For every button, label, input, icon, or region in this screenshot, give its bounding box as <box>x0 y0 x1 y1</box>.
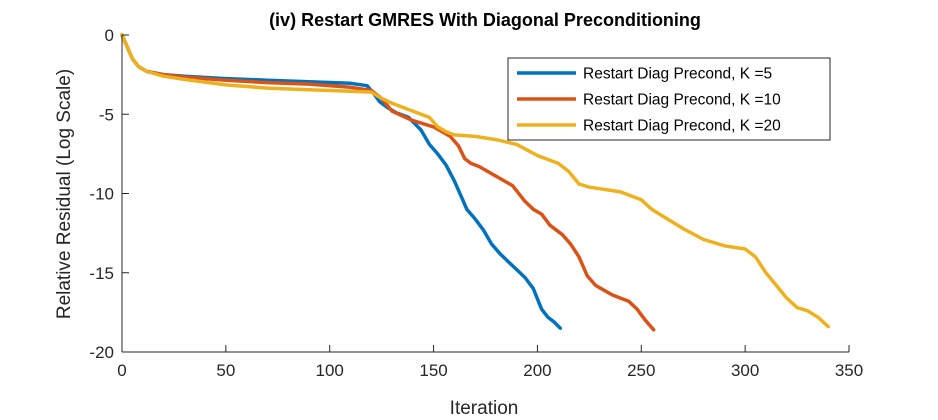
legend-label-3: Restart Diag Precond, K =20 <box>583 118 781 135</box>
x-tick-label: 150 <box>419 361 447 380</box>
y-tick-label: -20 <box>89 343 114 362</box>
x-tick-label: 300 <box>731 361 759 380</box>
x-tick-label: 350 <box>835 361 863 380</box>
x-tick-label: 100 <box>316 361 344 380</box>
legend: Restart Diag Precond, K =5 Restart Diag P… <box>507 57 831 141</box>
y-tick-label: 0 <box>105 26 114 45</box>
x-tick-label: 200 <box>523 361 551 380</box>
x-tick-label: 0 <box>117 361 126 380</box>
legend-label-2: Restart Diag Precond, K =10 <box>583 92 781 109</box>
x-tick-label: 250 <box>627 361 655 380</box>
series-line-3 <box>120 33 830 329</box>
y-tick-label: -10 <box>89 185 114 204</box>
x-tick-label: 50 <box>216 361 235 380</box>
y-axis-label: Relative Residual (Log Scale) <box>54 69 75 319</box>
y-tick-label: -15 <box>89 264 114 283</box>
y-tick-label: -5 <box>99 105 114 124</box>
axes: 0 50 100 150 200 250 300 350 0 -5 -10 -15 -20 <box>89 26 863 380</box>
chart-title: (iv) Restart GMRES With Diagonal Precond… <box>269 10 701 30</box>
legend-label-1: Restart Diag Precond, K =5 <box>583 66 772 83</box>
series-line-2 <box>120 33 656 332</box>
plot-area <box>120 33 830 332</box>
x-axis-label: Iteration <box>450 398 519 419</box>
